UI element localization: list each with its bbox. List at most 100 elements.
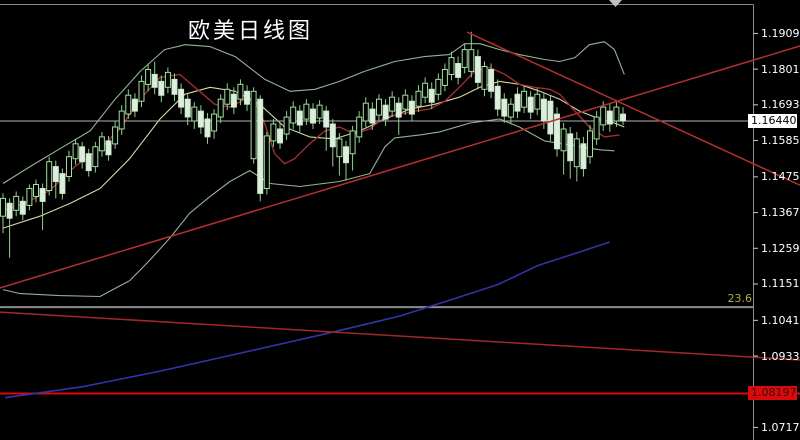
descending-resistance	[466, 31, 800, 186]
candle	[494, 85, 501, 110]
candle	[33, 184, 39, 197]
candle	[481, 66, 488, 90]
candle	[461, 49, 468, 68]
lower-descending-line	[0, 311, 800, 361]
candle	[270, 123, 277, 142]
candle	[547, 100, 554, 135]
fib-level-label: 23.6	[727, 292, 753, 306]
candle	[382, 104, 389, 120]
candle	[230, 93, 237, 108]
price-tick-label: 1.14750	[761, 170, 800, 184]
candle	[587, 130, 593, 158]
candle	[600, 106, 607, 126]
candle	[316, 104, 323, 119]
bollinger-upper-band	[2, 41, 625, 184]
candle	[527, 96, 534, 113]
candle	[376, 98, 382, 116]
candle	[290, 106, 297, 124]
candle	[217, 98, 224, 118]
candle	[171, 78, 178, 95]
candle	[257, 98, 264, 194]
candle	[349, 130, 356, 155]
current-price-box: 1.16440	[748, 114, 797, 129]
candle	[118, 110, 125, 130]
candle	[6, 202, 13, 219]
candle	[395, 102, 402, 118]
candle	[613, 106, 620, 122]
price-tick-label: 1.11510	[761, 277, 800, 291]
candle	[296, 110, 303, 126]
price-tick-label: 1.10410	[761, 313, 800, 327]
candle	[46, 161, 53, 191]
chart-title: 欧美日线图	[188, 19, 314, 44]
candle	[303, 103, 310, 120]
candle	[112, 126, 119, 145]
candle	[52, 166, 59, 183]
candle	[158, 80, 165, 96]
candle	[488, 69, 495, 92]
current-price-label: 1.16440	[751, 114, 797, 128]
candle	[441, 69, 448, 86]
candle	[197, 110, 204, 128]
candle	[369, 108, 376, 124]
candle	[422, 82, 429, 98]
price-tick-label: 1.15850	[761, 134, 800, 148]
candle	[39, 188, 46, 202]
candle	[283, 116, 290, 135]
candle	[408, 100, 415, 115]
candle	[468, 49, 475, 72]
candle	[85, 153, 92, 172]
candle	[474, 56, 481, 83]
candle	[277, 128, 283, 144]
candle	[145, 69, 152, 85]
candle	[343, 146, 349, 164]
candle	[138, 80, 145, 102]
candle	[191, 106, 198, 122]
candle	[593, 116, 600, 140]
candle	[263, 135, 270, 189]
candle	[501, 98, 508, 117]
top-marker-icon	[609, 0, 622, 7]
price-tick-label: 1.19090	[761, 26, 800, 40]
price-tick-label: 1.13670	[761, 206, 800, 220]
candle	[26, 188, 33, 206]
candle	[224, 88, 231, 105]
candle	[250, 90, 257, 160]
candle	[362, 102, 369, 122]
candle	[79, 146, 86, 163]
candle	[389, 96, 396, 112]
candle	[131, 98, 138, 112]
candle	[415, 90, 422, 107]
candle	[329, 123, 336, 148]
price-tick-label: 1.12590	[761, 241, 800, 255]
bollinger-lower-band	[2, 118, 615, 298]
candle	[356, 116, 363, 138]
candle	[151, 73, 158, 88]
candle	[178, 88, 185, 108]
candle	[105, 140, 112, 156]
candle	[237, 83, 244, 100]
candle	[336, 138, 343, 158]
candle	[455, 63, 462, 78]
price-tick-label: 1.09330	[761, 349, 800, 363]
candle	[310, 108, 316, 124]
candle	[448, 57, 455, 75]
price-tick-label: 1.16930	[761, 98, 800, 112]
candle	[66, 156, 72, 177]
candle	[606, 110, 613, 125]
alert-price-label: 1.08197	[751, 386, 797, 400]
candle	[72, 143, 79, 160]
candle	[534, 93, 541, 110]
candle	[13, 195, 20, 211]
candle	[204, 118, 211, 138]
candle	[184, 98, 191, 118]
price-tick-label: 1.18010	[761, 62, 800, 76]
candle	[435, 78, 442, 95]
candle	[92, 146, 99, 168]
candle	[560, 128, 567, 152]
candle	[580, 143, 587, 170]
candle	[211, 113, 218, 132]
candle	[164, 71, 171, 88]
